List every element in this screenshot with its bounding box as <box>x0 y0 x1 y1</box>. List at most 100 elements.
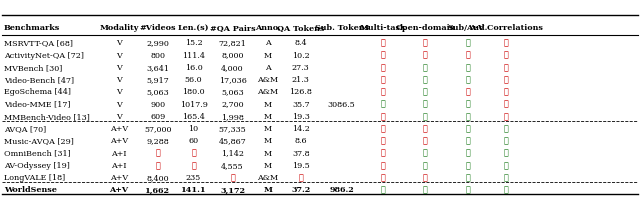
Text: M: M <box>264 137 272 145</box>
Text: 1017.9: 1017.9 <box>180 101 207 109</box>
Text: 1,662: 1,662 <box>145 186 170 194</box>
Text: Multi-task: Multi-task <box>359 24 406 32</box>
Text: 4,000: 4,000 <box>221 64 244 72</box>
Text: Video-Bench [47]: Video-Bench [47] <box>4 76 74 84</box>
Text: ✗: ✗ <box>504 52 509 60</box>
Text: ✓: ✓ <box>504 174 509 182</box>
Text: ✓: ✓ <box>423 76 428 84</box>
Text: 37.8: 37.8 <box>292 150 310 158</box>
Text: 1,998: 1,998 <box>221 113 244 121</box>
Text: ✗: ✗ <box>380 88 385 96</box>
Text: 10.2: 10.2 <box>292 52 310 60</box>
Text: A-V Correlations: A-V Correlations <box>470 24 543 32</box>
Text: 3,641: 3,641 <box>147 64 170 72</box>
Text: MMBench-Video [13]: MMBench-Video [13] <box>4 113 90 121</box>
Text: ✓: ✓ <box>466 64 470 72</box>
Text: V: V <box>116 113 122 121</box>
Text: #Videos: #Videos <box>140 24 176 32</box>
Text: ✗: ✗ <box>380 64 385 72</box>
Text: ✗: ✗ <box>380 76 385 84</box>
Text: M: M <box>264 52 272 60</box>
Text: 37.2: 37.2 <box>291 186 310 194</box>
Text: 126.8: 126.8 <box>289 88 312 96</box>
Text: ✓: ✓ <box>423 150 428 158</box>
Text: ActivityNet-QA [72]: ActivityNet-QA [72] <box>4 52 84 60</box>
Text: ✗: ✗ <box>380 150 385 158</box>
Text: ✓: ✓ <box>466 39 470 47</box>
Text: ✓: ✓ <box>423 64 428 72</box>
Text: 5,917: 5,917 <box>147 76 169 84</box>
Text: M: M <box>264 113 272 121</box>
Text: ✓: ✓ <box>380 186 385 194</box>
Text: ✗: ✗ <box>423 125 428 133</box>
Text: ✗: ✗ <box>380 39 385 47</box>
Text: ✓: ✓ <box>504 150 509 158</box>
Text: AVQA [70]: AVQA [70] <box>4 125 46 133</box>
Text: ✗: ✗ <box>466 52 470 60</box>
Text: ✗: ✗ <box>380 113 385 121</box>
Text: V: V <box>116 39 122 47</box>
Text: ✓: ✓ <box>423 101 428 109</box>
Text: ✗: ✗ <box>466 88 470 96</box>
Text: ✗: ✗ <box>423 137 428 145</box>
Text: 21.3: 21.3 <box>292 76 310 84</box>
Text: Video-MME [17]: Video-MME [17] <box>4 101 70 109</box>
Text: 56.0: 56.0 <box>185 76 202 84</box>
Text: AV-Odyssey [19]: AV-Odyssey [19] <box>4 162 70 170</box>
Text: ✓: ✓ <box>466 162 470 170</box>
Text: 165.4: 165.4 <box>182 113 205 121</box>
Text: ✗: ✗ <box>191 150 196 158</box>
Text: V: V <box>116 101 122 109</box>
Text: ✗: ✗ <box>423 39 428 47</box>
Text: 8,400: 8,400 <box>147 174 169 182</box>
Text: A&M: A&M <box>257 76 278 84</box>
Text: 14.2: 14.2 <box>292 125 310 133</box>
Text: ✗: ✗ <box>380 137 385 145</box>
Text: OmniBench [31]: OmniBench [31] <box>4 150 70 158</box>
Text: ✓: ✓ <box>423 186 428 194</box>
Text: ✓: ✓ <box>466 76 470 84</box>
Text: M: M <box>264 150 272 158</box>
Text: ✓: ✓ <box>423 113 428 121</box>
Text: Len.(s): Len.(s) <box>178 24 209 32</box>
Text: 60: 60 <box>189 137 198 145</box>
Text: ✗: ✗ <box>504 76 509 84</box>
Text: ✓: ✓ <box>466 101 470 109</box>
Text: 9,288: 9,288 <box>147 137 169 145</box>
Text: 800: 800 <box>150 52 165 60</box>
Text: ✓: ✓ <box>466 186 470 194</box>
Text: ✗: ✗ <box>504 39 509 47</box>
Text: V: V <box>116 64 122 72</box>
Text: 900: 900 <box>150 101 165 109</box>
Text: Benchmarks: Benchmarks <box>4 24 60 32</box>
Text: ✓: ✓ <box>380 101 385 109</box>
Text: Music-AVQA [29]: Music-AVQA [29] <box>4 137 74 145</box>
Text: ✗: ✗ <box>298 174 303 182</box>
Text: 180.0: 180.0 <box>182 88 205 96</box>
Text: M: M <box>263 186 272 194</box>
Text: 10: 10 <box>189 125 198 133</box>
Text: 27.3: 27.3 <box>292 64 310 72</box>
Text: 17,036: 17,036 <box>219 76 246 84</box>
Text: 35.7: 35.7 <box>292 101 310 109</box>
Text: ✗: ✗ <box>230 174 235 182</box>
Text: MVBench [30]: MVBench [30] <box>4 64 62 72</box>
Text: 1,142: 1,142 <box>221 150 244 158</box>
Text: A: A <box>265 64 271 72</box>
Text: M: M <box>264 101 272 109</box>
Text: 45,867: 45,867 <box>219 137 246 145</box>
Text: ✓: ✓ <box>504 162 509 170</box>
Text: ✓: ✓ <box>466 174 470 182</box>
Text: 609: 609 <box>150 113 165 121</box>
Text: ✗: ✗ <box>380 52 385 60</box>
Text: A&M: A&M <box>257 174 278 182</box>
Text: V: V <box>116 76 122 84</box>
Text: 3086.5: 3086.5 <box>328 101 356 109</box>
Text: ✓: ✓ <box>466 113 470 121</box>
Text: V: V <box>116 88 122 96</box>
Text: ✗: ✗ <box>504 64 509 72</box>
Text: #QA Pairs: #QA Pairs <box>210 24 255 32</box>
Text: A+V: A+V <box>110 174 128 182</box>
Text: A+I: A+I <box>111 162 127 170</box>
Text: ✗: ✗ <box>380 162 385 170</box>
